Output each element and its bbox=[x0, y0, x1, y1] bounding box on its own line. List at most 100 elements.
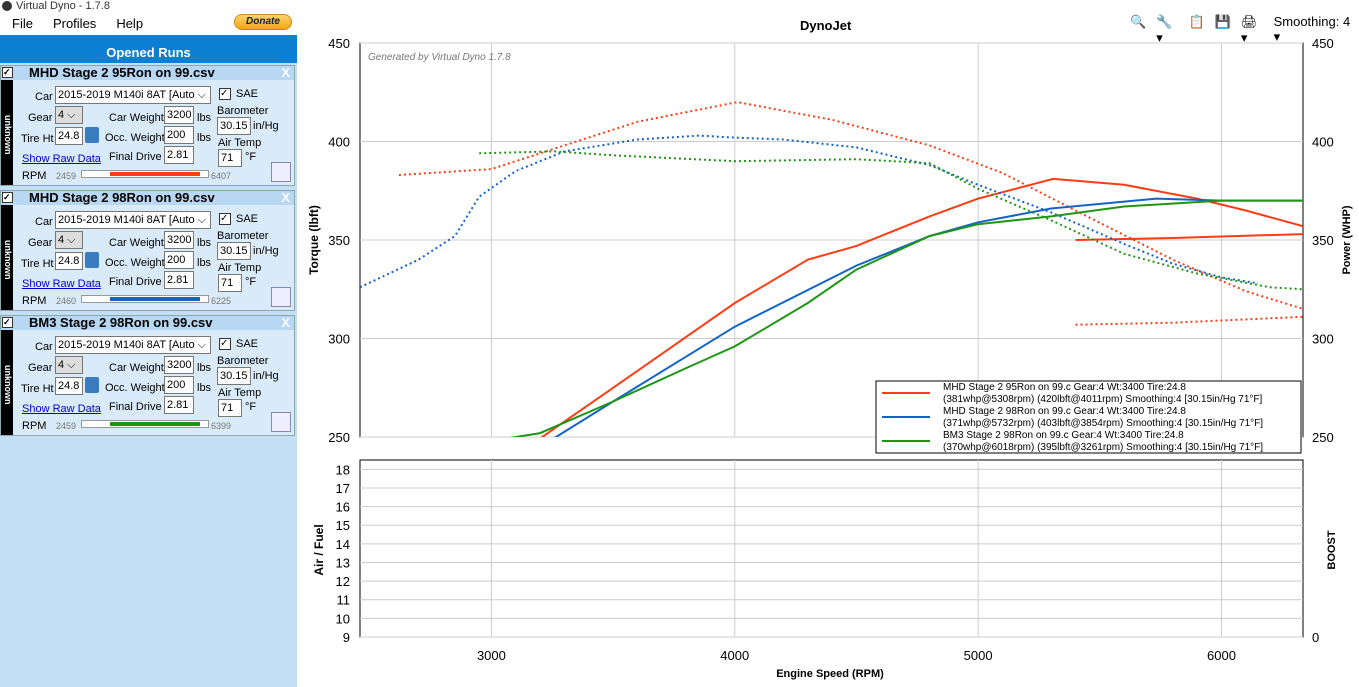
y2-tick-label: 250 bbox=[1312, 430, 1334, 445]
series-line bbox=[509, 199, 1303, 437]
print-icon[interactable]: 🖨▾ bbox=[1240, 14, 1258, 45]
afr-tick-label: 14 bbox=[336, 537, 350, 552]
final-drive-input[interactable]: 2.81 bbox=[164, 271, 194, 289]
degf-label: °F bbox=[245, 401, 257, 413]
afr-tick-label: 11 bbox=[337, 593, 351, 608]
legend-line2: (371whp@5732rpm) (403lbft@3854rpm) Smoot… bbox=[943, 418, 1263, 429]
occ-weight-input[interactable]: 200 bbox=[164, 376, 194, 394]
final-drive-input[interactable]: 2.81 bbox=[164, 396, 194, 414]
calculator-icon[interactable] bbox=[85, 252, 99, 268]
rpm-max: 6225 bbox=[211, 296, 232, 306]
menu-profiles[interactable]: Profiles bbox=[52, 15, 97, 31]
legend-line1: MHD Stage 2 98Ron on 99.c Gear:4 Wt:3400… bbox=[943, 406, 1186, 417]
occ-weight-input[interactable]: 200 bbox=[164, 251, 194, 269]
rpm-range-slider[interactable] bbox=[81, 170, 209, 178]
car-weight-input[interactable]: 3200 bbox=[164, 106, 194, 124]
chart-title: DynoJet bbox=[800, 18, 852, 33]
inhg-label: in/Hg bbox=[253, 245, 279, 257]
sae-checkbox[interactable]: ✓ bbox=[219, 338, 231, 350]
final-drive-input[interactable]: 2.81 bbox=[164, 146, 194, 164]
rpm-range-fill bbox=[110, 297, 200, 301]
y2-tick-label: 450 bbox=[1312, 36, 1334, 51]
gear-label: Gear bbox=[28, 362, 53, 374]
lbs-label: lbs bbox=[197, 112, 212, 124]
close-run-button[interactable]: X bbox=[281, 190, 290, 205]
series-line bbox=[398, 101, 1303, 310]
tire-input[interactable]: 24.8 bbox=[55, 377, 83, 395]
sae-checkbox[interactable]: ✓ bbox=[219, 88, 231, 100]
car-label: Car bbox=[35, 91, 53, 103]
car-select[interactable]: 2015-2019 M140i 8AT [Auto ⌵ bbox=[55, 86, 211, 104]
show-raw-data-link[interactable]: Show Raw Data bbox=[22, 153, 101, 165]
run-name: MHD Stage 2 98Ron on 99.csv bbox=[29, 190, 215, 205]
chart-graph-icon[interactable] bbox=[271, 412, 291, 432]
gear-select[interactable]: 4 ⌵ bbox=[55, 231, 83, 249]
donate-button[interactable]: Donate bbox=[234, 14, 292, 30]
car-select[interactable]: 2015-2019 M140i 8AT [Auto ⌵ bbox=[55, 336, 211, 354]
sae-checkbox[interactable]: ✓ bbox=[219, 213, 231, 225]
air-temp-input[interactable]: 71 bbox=[218, 149, 242, 167]
x-tick-label: 3000 bbox=[477, 648, 506, 663]
menu-help[interactable]: Help bbox=[116, 15, 144, 31]
occ-weight-input[interactable]: 200 bbox=[164, 126, 194, 144]
gear-select[interactable]: 4 ⌵ bbox=[55, 106, 83, 124]
car-select[interactable]: 2015-2019 M140i 8AT [Auto ⌵ bbox=[55, 211, 211, 229]
x-tick-label: 5000 bbox=[964, 648, 993, 663]
chart-graph-icon[interactable] bbox=[271, 162, 291, 182]
air-temp-input[interactable]: 71 bbox=[218, 399, 242, 417]
afr-tick-label: 17 bbox=[336, 481, 350, 496]
lbs-label: lbs bbox=[197, 362, 212, 374]
rpm-range-slider[interactable] bbox=[81, 420, 209, 428]
save-icon[interactable]: 💾 bbox=[1214, 14, 1231, 29]
y2-axis-label: Power (WHP) bbox=[1341, 205, 1353, 274]
barometer-input[interactable]: 30.15 bbox=[217, 242, 251, 260]
tools-icon[interactable]: 🔧▾ bbox=[1156, 14, 1173, 45]
afr-tick-label: 12 bbox=[336, 574, 350, 589]
air-temp-label: Air Temp bbox=[218, 387, 262, 399]
gear-select[interactable]: 4 ⌵ bbox=[55, 356, 83, 374]
run-panel: ✓ MHD Stage 2 98Ron on 99.csv X unknown Ca… bbox=[0, 190, 295, 311]
lbs-label: lbs bbox=[197, 382, 212, 394]
clipboard-icon[interactable]: 📋 bbox=[1188, 14, 1205, 29]
barometer-input[interactable]: 30.15 bbox=[217, 367, 251, 385]
calculator-icon[interactable] bbox=[85, 127, 99, 143]
legend-line1: BM3 Stage 2 98Ron on 99.c Gear:4 Wt:3400… bbox=[943, 430, 1184, 441]
window-title: Virtual Dyno - 1.7.8 bbox=[16, 0, 110, 12]
tire-input[interactable]: 24.8 bbox=[55, 127, 83, 145]
y-tick-label: 450 bbox=[328, 36, 350, 51]
show-raw-data-link[interactable]: Show Raw Data bbox=[22, 403, 101, 415]
afr-tick-label: 16 bbox=[336, 500, 350, 515]
panel-title: Opened Runs bbox=[0, 35, 297, 63]
x-axis-label: Engine Speed (RPM) bbox=[776, 668, 884, 680]
menu-file[interactable]: File bbox=[12, 15, 33, 31]
car-weight-input[interactable]: 3200 bbox=[164, 231, 194, 249]
run-enabled-checkbox[interactable]: ✓ bbox=[2, 192, 13, 203]
y2-tick-label: 300 bbox=[1312, 332, 1334, 347]
close-run-button[interactable]: X bbox=[281, 315, 290, 330]
legend-line2: (381whp@5308rpm) (420lbft@4011rpm) Smoot… bbox=[943, 394, 1263, 405]
tire-input[interactable]: 24.8 bbox=[55, 252, 83, 270]
close-run-button[interactable]: X bbox=[281, 65, 290, 80]
series-line bbox=[1075, 233, 1303, 241]
zoom-out-icon[interactable]: 🔍 bbox=[1130, 14, 1147, 29]
afr-tick-label: 18 bbox=[336, 462, 350, 477]
smoothing-dropdown[interactable]: Smoothing: 4 ▾ bbox=[1273, 14, 1351, 44]
y-tick-label: 400 bbox=[328, 135, 350, 150]
x-tick-label: 6000 bbox=[1207, 648, 1236, 663]
air-temp-input[interactable]: 71 bbox=[218, 274, 242, 292]
series-line bbox=[360, 134, 1259, 289]
chart-graph-icon[interactable] bbox=[271, 287, 291, 307]
run-enabled-checkbox[interactable]: ✓ bbox=[2, 317, 13, 328]
chart-toolbar: 🔍 🔧▾ 📋 💾 🖨▾ Smoothing: 4 ▾ bbox=[1130, 14, 1359, 46]
barometer-input[interactable]: 30.15 bbox=[217, 117, 251, 135]
rpm-range-slider[interactable] bbox=[81, 295, 209, 303]
legend-box bbox=[875, 380, 1302, 454]
tire-label: Tire Ht bbox=[21, 258, 54, 270]
calculator-icon[interactable] bbox=[85, 377, 99, 393]
gear-label: Gear bbox=[28, 112, 53, 124]
run-enabled-checkbox[interactable]: ✓ bbox=[2, 67, 13, 78]
car-weight-input[interactable]: 3200 bbox=[164, 356, 194, 374]
show-raw-data-link[interactable]: Show Raw Data bbox=[22, 278, 101, 290]
y2-tick-label: 400 bbox=[1312, 135, 1334, 150]
car-weight-label: Car Weight bbox=[109, 362, 164, 374]
